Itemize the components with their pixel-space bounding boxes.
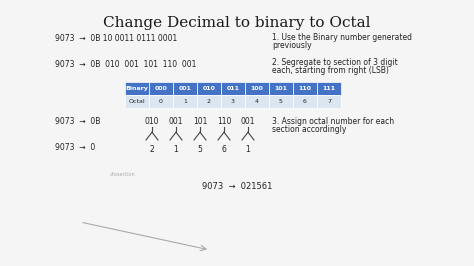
Text: 010: 010 (145, 117, 159, 126)
Text: Binary: Binary (126, 86, 148, 91)
Text: Change Decimal to binary to Octal: Change Decimal to binary to Octal (103, 16, 371, 30)
Text: 000: 000 (155, 86, 167, 91)
Text: 111: 111 (322, 86, 336, 91)
Text: 9073  →  0B  010  001  101  110  001: 9073 → 0B 010 001 101 110 001 (55, 60, 196, 69)
Text: 1: 1 (246, 145, 250, 154)
Bar (125, 82, 149, 95)
Text: 101: 101 (274, 86, 288, 91)
Text: 4: 4 (255, 99, 259, 104)
Text: 1: 1 (183, 99, 187, 104)
Text: 9073  →  0: 9073 → 0 (55, 143, 95, 152)
Text: previously: previously (272, 41, 311, 50)
Text: 2: 2 (150, 145, 155, 154)
Bar (221, 95, 245, 108)
Text: 001: 001 (179, 86, 191, 91)
Bar (197, 95, 221, 108)
Text: 101: 101 (193, 117, 207, 126)
Bar (269, 95, 293, 108)
Text: 2: 2 (207, 99, 211, 104)
Text: 1. Use the Binary number generated: 1. Use the Binary number generated (272, 33, 412, 42)
Text: 0: 0 (159, 99, 163, 104)
Bar (173, 95, 197, 108)
Text: 9073  →  021561: 9073 → 021561 (202, 182, 272, 191)
Bar (149, 95, 173, 108)
Bar (125, 95, 149, 108)
Text: 011: 011 (227, 86, 239, 91)
Bar (293, 82, 317, 95)
Text: 9073  →  0B 10 0011 0111 0001: 9073 → 0B 10 0011 0111 0001 (55, 34, 177, 43)
Text: 100: 100 (251, 86, 264, 91)
Text: 1: 1 (173, 145, 178, 154)
Bar (149, 82, 173, 95)
Text: section accordingly: section accordingly (272, 125, 346, 134)
Text: 010: 010 (202, 86, 216, 91)
Bar (293, 95, 317, 108)
Text: Octal: Octal (128, 99, 146, 104)
Text: 3. Assign octal number for each: 3. Assign octal number for each (272, 117, 394, 126)
Text: 7: 7 (327, 99, 331, 104)
Bar (221, 82, 245, 95)
Text: 9073  →  0B: 9073 → 0B (55, 117, 100, 126)
Bar (317, 95, 341, 108)
Text: 5: 5 (198, 145, 202, 154)
Text: 6: 6 (303, 99, 307, 104)
Bar (197, 82, 221, 95)
Text: each, starting from right (LSB): each, starting from right (LSB) (272, 66, 389, 75)
Bar (173, 82, 197, 95)
Bar (317, 82, 341, 95)
Text: 110: 110 (299, 86, 311, 91)
Text: 5: 5 (279, 99, 283, 104)
Bar (245, 82, 269, 95)
Text: 6: 6 (221, 145, 227, 154)
Bar (245, 95, 269, 108)
Text: 001: 001 (241, 117, 255, 126)
Text: 001: 001 (169, 117, 183, 126)
Text: otosection: otosection (110, 172, 136, 177)
Text: 110: 110 (217, 117, 231, 126)
Text: 2. Segregate to section of 3 digit: 2. Segregate to section of 3 digit (272, 58, 398, 67)
Text: 3: 3 (231, 99, 235, 104)
Bar (269, 82, 293, 95)
